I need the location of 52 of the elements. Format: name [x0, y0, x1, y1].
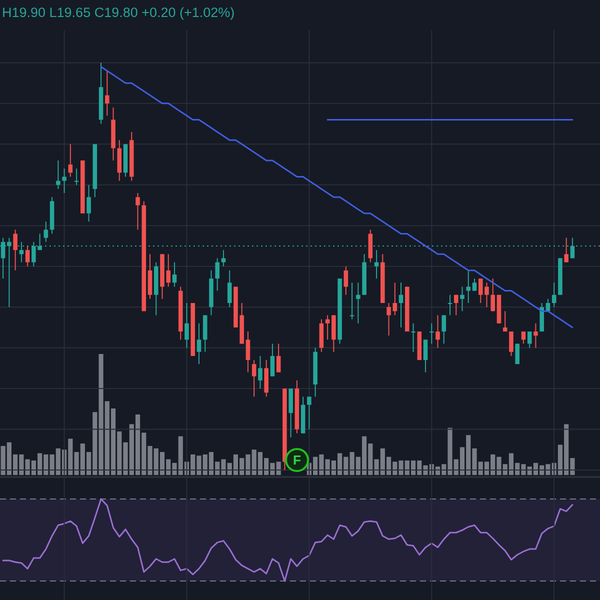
candlestick: [136, 192, 140, 230]
candlestick: [423, 339, 428, 373]
candlestick: [196, 322, 202, 365]
candlestick: [276, 343, 281, 373]
candlestick: [509, 331, 514, 356]
candlestick: [374, 250, 379, 280]
candlestick: [386, 302, 391, 336]
candlestick: [490, 278, 495, 312]
candlestick: [466, 270, 471, 304]
candlestick: [527, 331, 532, 348]
candlestick: [105, 70, 110, 116]
candlestick: [515, 343, 520, 365]
chart-title: H19.90 L19.65 C19.80 +0.20 (+1.02%): [2, 5, 235, 20]
candlestick: [502, 310, 508, 332]
candlestick: [246, 331, 250, 373]
candlestick: [460, 286, 464, 312]
candlestick: [270, 343, 275, 377]
candlestick: [258, 355, 262, 390]
candlestick: [411, 322, 416, 352]
candlestick: [252, 360, 256, 398]
candlestick: [74, 168, 79, 186]
candlestick: [62, 168, 66, 194]
candlestick: [454, 294, 458, 316]
candlestick: [325, 314, 330, 340]
candlestick: [356, 282, 360, 324]
candlestick: [534, 322, 538, 348]
candlestick: [13, 229, 18, 271]
candlestick: [227, 270, 232, 308]
candlestick: [472, 278, 477, 292]
candlestick: [392, 282, 398, 316]
candlestick: [448, 294, 452, 316]
candlestick: [429, 322, 434, 344]
candlestick: [442, 314, 446, 344]
candlestick: [215, 258, 220, 292]
candlestick: [56, 160, 60, 190]
candlestick: [564, 237, 568, 263]
candlestick: [344, 266, 348, 296]
candlestick: [68, 144, 73, 178]
candlestick: [307, 396, 312, 430]
candlestick: [172, 262, 177, 288]
annotation: F: [293, 452, 302, 468]
candlestick: [184, 302, 189, 348]
candlestick: [86, 184, 91, 222]
candlestick: [521, 331, 526, 344]
candlestick: [221, 250, 226, 267]
candlestick: [44, 221, 48, 242]
candlestick: [436, 314, 440, 348]
bar: [276, 462, 281, 475]
candlestick: [25, 245, 30, 267]
candlestick: [398, 282, 404, 328]
candlestick: [552, 282, 556, 308]
candlestick: [350, 282, 354, 320]
